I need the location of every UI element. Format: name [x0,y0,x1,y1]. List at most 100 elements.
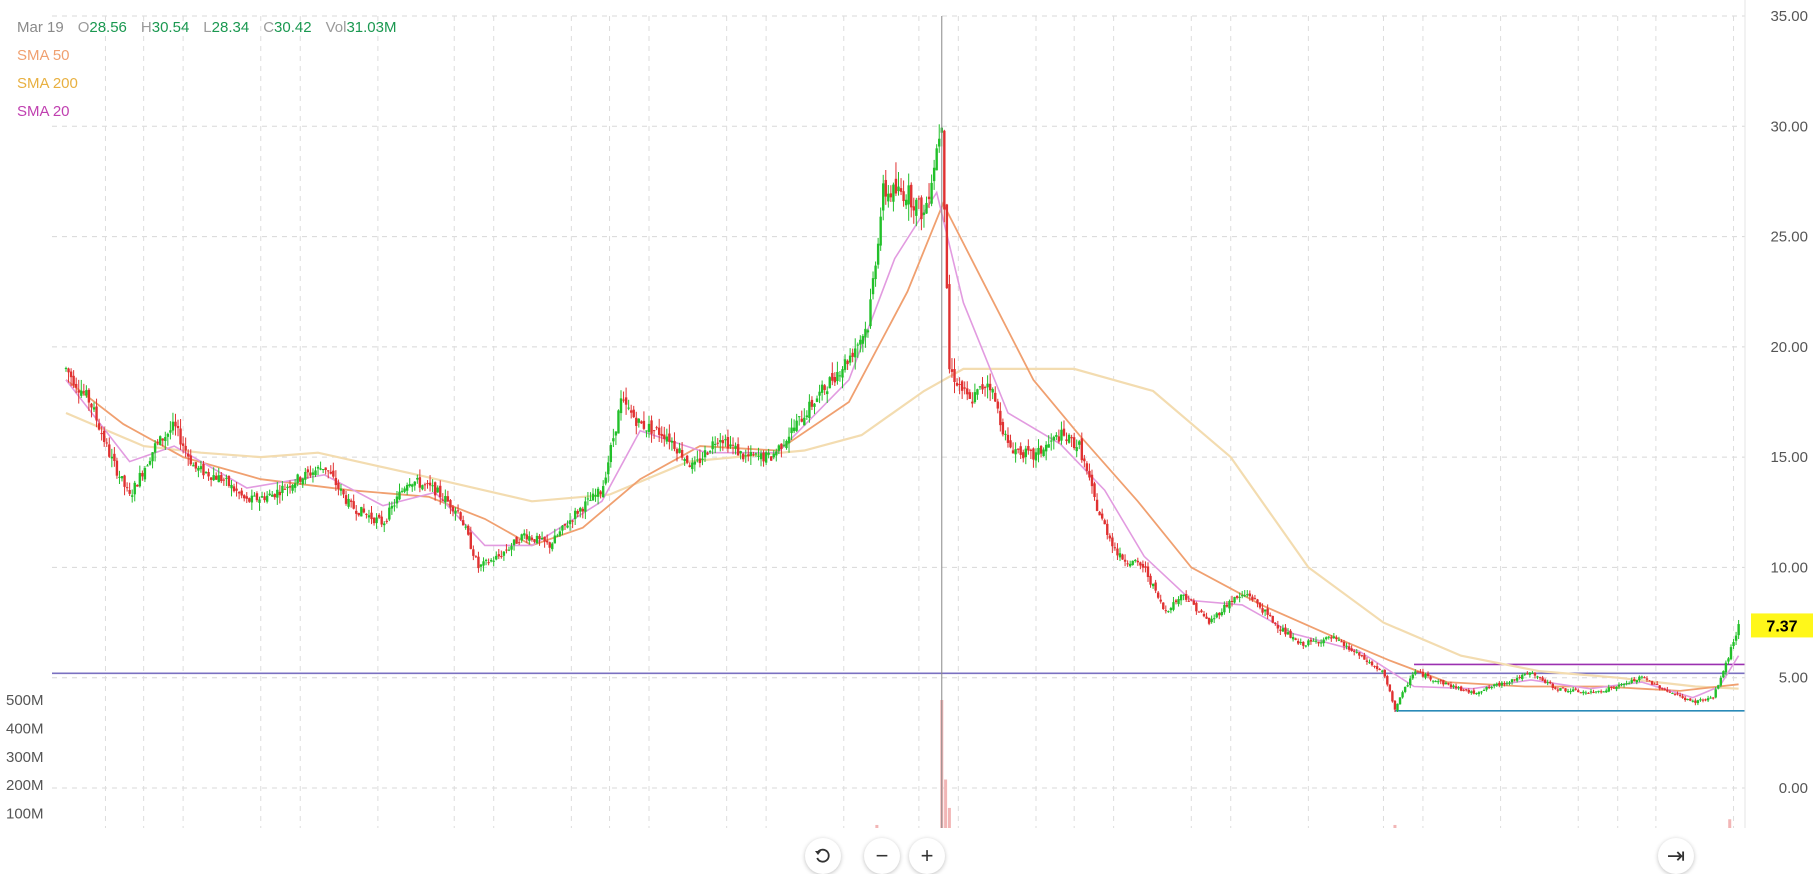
candle-body-down [1439,680,1442,682]
candle-body-up [405,484,409,491]
candle-body-down [1302,641,1305,646]
candle-body-up [1060,429,1063,441]
candle-body-up [915,199,918,216]
candle-body-up [568,520,572,525]
candle-body-down [329,471,332,474]
candle-body-up [431,485,434,487]
candle-body-down [161,438,164,441]
volume-bars [875,700,1732,828]
candle-body-down [332,470,335,477]
volume-axis: 500M 400M 300M 200M 100M [6,692,44,823]
candle-body-up [528,536,531,541]
candle-body-up [795,420,798,431]
candle-body-down [1543,679,1547,683]
legend-close: C30.42 [263,14,311,42]
zoom-in-button[interactable]: + [909,838,945,874]
candle-body-up [1396,703,1399,711]
candle-body-up [787,436,791,444]
candle-body-down [675,449,679,454]
candle-body-up [693,461,697,465]
candle-body-up [311,472,315,475]
candle-body-up [808,401,811,418]
candle-body-up [1182,594,1185,596]
scroll-to-end-button[interactable]: ⇥ [1658,838,1694,874]
candle-body-up [484,559,488,561]
candle-body-down [194,462,198,469]
candle-body-up [388,507,391,520]
candle-body-up [276,489,279,498]
candle-body-down [1694,700,1697,703]
candle-body-down [1340,641,1343,643]
candle-body-down [451,506,455,512]
candle-body-up [1167,611,1170,613]
candle-body-down [1266,608,1269,615]
candle-body-down [736,444,740,456]
candle-body-up [1729,647,1733,660]
candle-body-up [790,427,793,434]
candle-body-up [887,193,890,202]
candle-body-up [1286,632,1290,635]
candle-body-up [316,466,320,469]
candle-body-up [199,466,203,470]
candle-body-down [377,514,381,518]
zoom-out-button[interactable]: − [864,838,900,874]
candle-body-down [1268,614,1272,616]
candle-body-down [1465,689,1468,691]
candle-body-down [894,178,898,194]
candle-body-down [1106,523,1109,535]
candle-body-down [115,460,119,476]
candle-body-down [385,520,388,522]
candle-body-up [268,493,271,496]
legend-sma20[interactable]: SMA 20 [17,103,70,120]
candle-body-up [1480,691,1483,693]
candle-body-up [1559,688,1562,691]
price-chart[interactable]: 35.00 30.00 25.00 20.00 15.00 10.00 5.00 0.00 5… [0,0,1817,828]
candle-body-up [395,496,399,504]
candle-body-down [1388,684,1392,692]
candle-body-up [1589,691,1593,693]
open-key: O [77,19,90,36]
candle-body-down [1650,681,1654,685]
candle-body-up [1617,684,1621,687]
candle-body-down [1498,682,1501,686]
candle-body-down [726,437,730,449]
candle-body-down [334,477,338,486]
candle-body-up [757,455,760,457]
candle-body-up [265,495,269,502]
legend-sma50[interactable]: SMA 50 [17,47,70,64]
candle-body-down [1551,683,1554,689]
reset-chart-button[interactable] [805,838,841,874]
candle-body-up [1406,685,1409,687]
legend-sma200[interactable]: SMA 200 [17,75,78,92]
horizontal-lines[interactable] [52,663,1745,712]
candle-body-up [1307,640,1310,646]
candle-body-up [1485,686,1488,690]
candle-body-down [187,453,190,457]
candle-body-down [1658,685,1661,689]
candle-body-up [271,494,274,497]
candle-body-up [421,485,424,490]
candle-body-up [171,421,175,431]
candle-body-down [698,458,702,464]
candle-body-down [1121,554,1124,560]
candle-body-down [943,130,946,210]
candle-body-up [553,535,557,544]
candle-body-up [1727,658,1730,662]
candle-body-up [1238,596,1241,598]
price-axis[interactable]: 35.00 30.00 25.00 20.00 15.00 10.00 5.00 0.00 [1744,0,1808,828]
candle-body-up [192,465,195,467]
candle-body-up [864,328,867,338]
candle-body-up [436,487,439,493]
candle-body-down [357,512,360,516]
candle-body-down [1426,673,1430,677]
candle-body-down [1253,598,1257,600]
candle-body-down [1459,686,1463,691]
candle-body-up [848,355,852,363]
candle-body-down [1146,566,1150,578]
candle-body-up [1536,676,1539,678]
candle-body-down [352,501,355,509]
candle-body-down [263,496,266,501]
candle-body-down [487,562,490,564]
candle-body-down [800,418,803,422]
candle-body-up [398,491,401,500]
